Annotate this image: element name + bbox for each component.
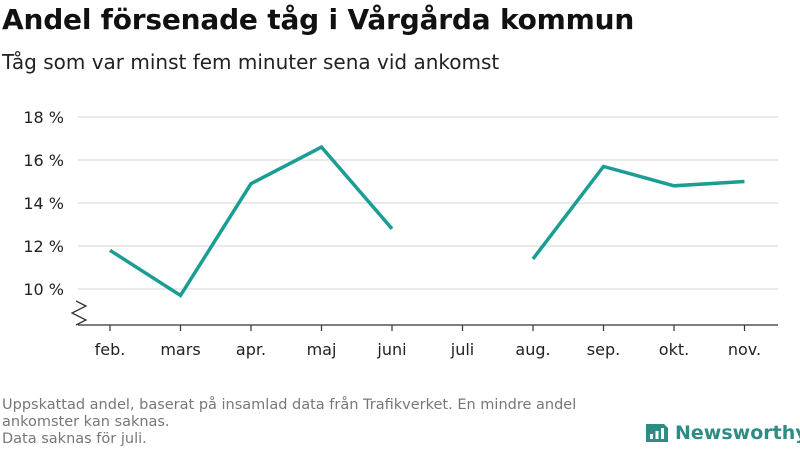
gridlines — [78, 116, 778, 290]
y-tick-label: 10 % — [23, 280, 64, 299]
x-axis — [70, 300, 778, 331]
brand-logo: Newsworthy — [645, 421, 800, 445]
chart-subtitle: Tåg som var minst fem minuter sena vid a… — [2, 50, 500, 74]
x-tick-label: aug. — [515, 340, 550, 359]
y-tick-label: 16 % — [23, 151, 64, 170]
y-tick-label: 12 % — [23, 237, 64, 256]
y-tick-label: 18 % — [23, 108, 64, 127]
x-tick-label: mars — [160, 340, 200, 359]
series-line-segment — [109, 144, 394, 298]
brand-name: Newsworthy — [675, 422, 800, 444]
series-lines — [109, 144, 745, 298]
y-axis-labels: 10 % 12 % 14 % 16 % 18 % — [23, 108, 64, 299]
x-axis-labels: feb. mars apr. maj juni juli aug. sep. okt. nov. — [95, 340, 761, 359]
chart-title: Andel försenade tåg i Vårgårda kommun — [2, 3, 635, 36]
x-tick-label: sep. — [587, 340, 620, 359]
x-tick-label: maj — [307, 340, 337, 359]
line-chart: 10 % 12 % 14 % 16 % 18 % feb. mars apr. maj juni… — [23, 108, 778, 359]
x-tick-label: apr. — [236, 340, 266, 359]
x-tick-label: juni — [376, 340, 406, 359]
x-tick-label: feb. — [95, 340, 126, 359]
footnote-line-1: Uppskattad andel, baserat på insamlad da… — [2, 397, 577, 430]
series-line-segment — [531, 164, 745, 260]
x-tick-label: okt. — [659, 340, 689, 359]
y-tick-label: 14 % — [23, 194, 64, 213]
footnote-line-2: Data saknas för juli. — [2, 431, 147, 447]
x-tick-label: juli — [450, 340, 474, 359]
newsworthy-logo-icon — [646, 424, 668, 442]
footnote: Uppskattad andel, baserat på insamlad da… — [2, 397, 632, 448]
x-tick-label: nov. — [728, 340, 761, 359]
axis-break-mark — [70, 300, 88, 326]
